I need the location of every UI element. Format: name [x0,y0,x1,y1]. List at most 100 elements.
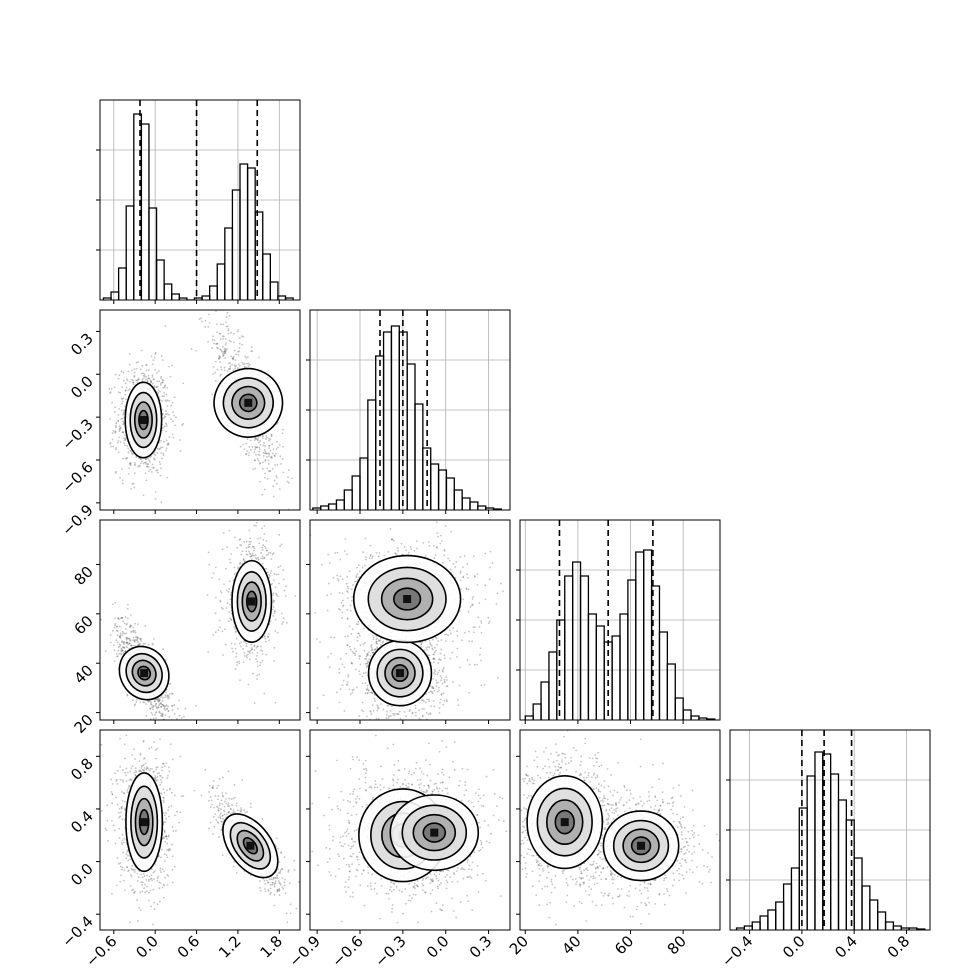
scatter-point [157,392,160,394]
scatter-point [432,687,434,690]
scatter-point [280,463,282,465]
scatter-point [174,725,176,727]
scatter-point [228,368,231,370]
scatter-point [220,606,223,609]
scatter-point [117,649,120,652]
scatter-point [253,555,255,557]
scatter-point [408,551,410,554]
scatter-point [339,558,342,561]
scatter-point [124,389,127,392]
scatter-point [268,444,271,447]
scatter-point [462,598,465,601]
scatter-point [488,620,491,623]
scatter-point [156,469,159,472]
scatter-point [328,562,331,564]
scatter-point [162,452,165,455]
scatter-point [425,647,427,649]
histogram-bar [171,293,180,300]
scatter-point [141,364,144,367]
scatter-point [279,455,282,458]
scatter-point [242,647,244,650]
scatter-point [423,708,425,710]
scatter-point [351,628,354,631]
scatter-point [222,354,225,357]
scatter-point [162,705,165,707]
scatter-point [416,731,418,733]
scatter-point [118,436,120,439]
scatter-point [460,570,462,573]
scatter-point [375,551,378,554]
scatter-point [152,378,155,381]
scatter-point [407,726,409,728]
scatter-point [243,541,246,543]
scatter-point [499,582,502,585]
scatter-point [354,654,357,656]
scatter-point [430,690,432,693]
histogram-bar [643,549,653,720]
scatter-point [365,556,367,559]
scatter-point [132,629,135,632]
scatter-point [122,632,125,635]
scatter-point [473,631,475,634]
scatter-point [137,643,140,646]
scatter-point [149,707,152,710]
scatter-point [386,704,389,707]
scatter-point [361,566,364,569]
scatter-point [131,482,134,485]
scatter-point [238,662,241,665]
scatter-point [119,635,121,638]
scatter-point [125,457,128,460]
scatter-point [122,646,125,649]
scatter-point [132,636,135,639]
scatter-point [167,705,169,708]
scatter-point [124,650,127,652]
scatter-point [431,685,434,688]
scatter-point [258,542,261,545]
scatter-point [154,351,157,354]
scatter-point [355,580,357,583]
scatter-point [126,607,129,610]
scatter-point [269,438,272,441]
scatter-point [276,476,278,479]
scatter-point [222,335,225,338]
scatter-point [428,646,431,649]
scatter-point [303,607,305,609]
scatter-point [129,626,131,629]
scatter-point [257,558,260,561]
scatter-point [261,659,264,662]
scatter-point [442,703,445,706]
scatter-point [248,552,251,555]
scatter-point [118,430,121,433]
scatter-point [136,623,139,626]
scatter-point [234,365,237,368]
scatter-point [153,638,155,640]
scatter-point [160,382,162,385]
scatter-point [251,350,254,352]
histogram-bar [239,163,249,300]
scatter-point [369,645,372,648]
scatter-point [230,553,233,556]
scatter-point [385,713,388,716]
scatter-point [216,368,219,371]
scatter-point [245,356,248,359]
scatter-point [160,375,163,378]
scatter-point [134,636,137,638]
scatter-point [253,547,256,550]
scatter-point [182,382,185,385]
scatter-point [452,562,455,565]
scatter-point [225,607,228,609]
scatter-point [139,643,142,645]
scatter-point [343,709,346,712]
scatter-point [226,546,228,548]
scatter-point [118,425,121,427]
scatter-point [155,706,158,709]
scatter-point [162,440,165,443]
scatter-point [223,366,226,369]
scatter-point [265,434,268,437]
scatter-point [211,577,214,579]
scatter-point [121,649,123,652]
scatter-point [341,578,344,581]
scatter-point [147,377,150,380]
scatter-point [144,642,146,645]
